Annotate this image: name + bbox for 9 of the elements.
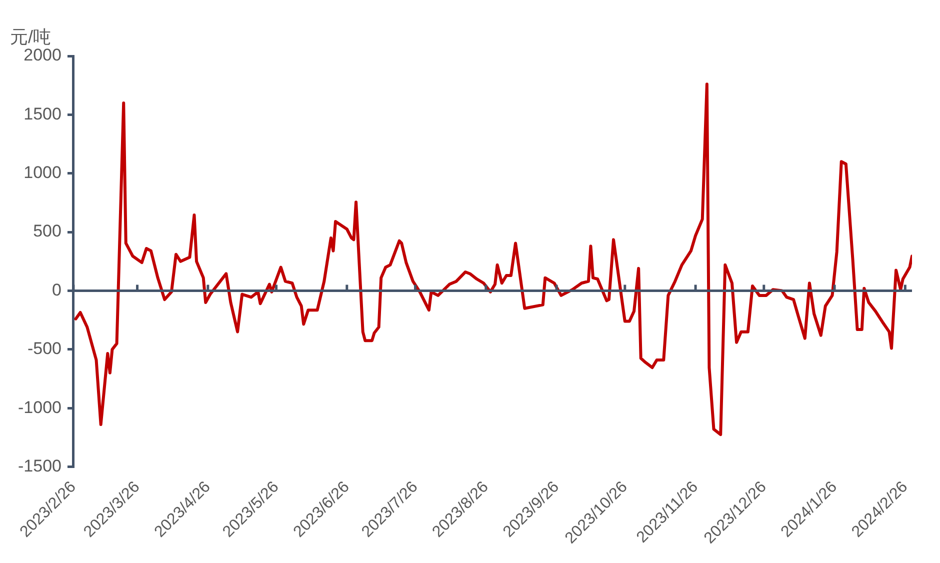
y-tick-label: 1500 xyxy=(24,104,62,124)
y-tick-label: -1500 xyxy=(18,456,62,476)
y-tick-label: 2000 xyxy=(24,46,62,65)
y-tick-label: 0 xyxy=(52,280,62,300)
y-tick-label: -1000 xyxy=(18,398,62,417)
y-tick-label: -500 xyxy=(27,339,62,358)
y-axis-title: 元/吨 xyxy=(10,26,52,47)
y-tick-label: 1000 xyxy=(24,163,62,182)
y-tick-label: 500 xyxy=(33,222,62,241)
